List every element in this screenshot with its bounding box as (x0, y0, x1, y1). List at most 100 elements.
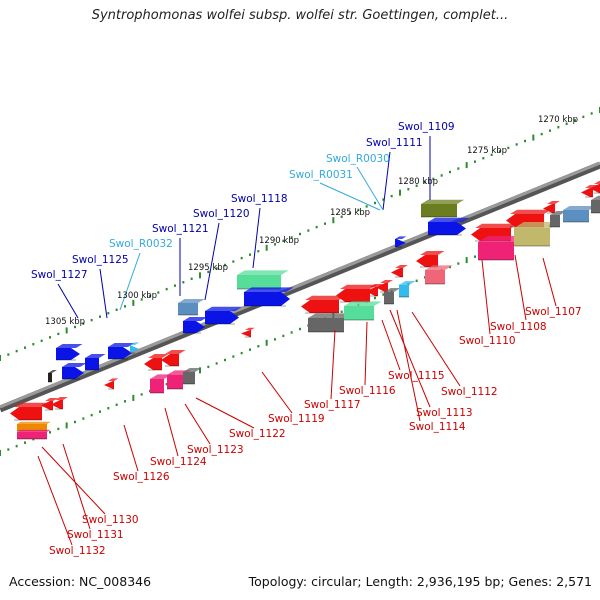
lower-scale-dot (282, 334, 285, 338)
gene-label-lower[interactable]: Swol_1110 (459, 335, 516, 347)
lower-scale-dot (82, 417, 85, 420)
lower-scale-dot (290, 331, 293, 334)
gene-block (384, 288, 401, 305)
gene-label-lower[interactable]: Swol_1123 (187, 444, 244, 456)
scale-labels: 1270 kbp 1275 kbp 1280 kbp 1285 kbp 1290 kbp… (45, 115, 578, 327)
lower-scale-dot (465, 257, 468, 264)
gene-label-lower[interactable]: Swol_1108 (490, 321, 547, 333)
genome-summary-text: Topology: circular; Length: 2,936,195 bp… (248, 574, 592, 589)
upper-scale-dot (182, 281, 185, 284)
gene-block (51, 397, 68, 410)
gene-label-upper[interactable]: Swol_R0031 (289, 169, 353, 181)
upper-scale-dot (249, 253, 251, 256)
lower-scale-dot (124, 400, 126, 403)
gene-label-upper[interactable]: Swol_1118 (231, 193, 288, 205)
gene-label-lower[interactable]: Swol_1131 (67, 529, 124, 541)
gene-label-lower[interactable]: Swol_1113 (416, 407, 473, 419)
gene-block (108, 343, 135, 360)
leader-line (99, 268, 108, 319)
upper-scale-dot (557, 126, 560, 129)
lower-scale-dot (215, 362, 218, 365)
gene-label-lower[interactable]: Swol_1132 (49, 545, 106, 557)
upper-scale-dot (215, 267, 218, 270)
lower-scale-dot (7, 448, 10, 451)
gene-label-upper[interactable]: Swol_1120 (193, 208, 250, 220)
upper-scale-dot (282, 239, 285, 243)
upper-scale-dot (515, 143, 518, 146)
gene-block (241, 327, 255, 338)
upper-scale-dot (357, 208, 360, 212)
gene-label-lower[interactable]: Swol_1117 (304, 399, 361, 411)
leader-line (330, 329, 336, 400)
gene-label-upper[interactable]: Swol_1109 (398, 121, 455, 133)
gene-label-lower[interactable]: Swol_1119 (268, 413, 325, 425)
gene-block (10, 402, 50, 421)
gene-label-lower[interactable]: Swol_1122 (229, 428, 286, 440)
gene-block (237, 270, 289, 290)
lower-scale-dot (15, 444, 18, 448)
gene-label-lower[interactable]: Swol_1116 (339, 385, 396, 397)
upper-scale-dot (124, 305, 126, 308)
gene-label-upper[interactable]: Swol_1111 (366, 137, 423, 149)
gene-block (416, 251, 445, 268)
rna-block (130, 342, 140, 354)
gene-label-lower[interactable]: Swol_1107 (525, 306, 582, 318)
lower-scale-dot (265, 339, 268, 346)
gene-label-lower[interactable]: Swol_1112 (441, 386, 498, 398)
gene-label-upper[interactable]: Swol_1121 (152, 223, 209, 235)
gene-labels[interactable]: Swol_1109Swol_1111Swol_R0030Swol_R0031Sw… (31, 121, 582, 557)
gene-label-lower[interactable]: Swol_1130 (82, 514, 139, 526)
lower-scale-dot (32, 438, 35, 441)
upper-scale-dot (90, 318, 93, 322)
gene-block (183, 317, 208, 334)
upper-scale-dot (107, 312, 110, 315)
upper-scale-dot (390, 194, 393, 198)
scale-label: 1280 kbp (398, 177, 438, 187)
upper-scale-dot (424, 181, 426, 184)
lower-scale-dot (0, 450, 1, 456)
leader-line (184, 403, 211, 445)
gene-block (421, 199, 465, 218)
gene-label-lower[interactable]: Swol_1115 (388, 370, 445, 382)
lower-scale-dot (65, 422, 68, 429)
leader-line (261, 371, 293, 414)
gene-label-lower[interactable]: Swol_1114 (409, 421, 466, 433)
upper-scale-dot (232, 260, 235, 263)
gene-label-upper[interactable]: Swol_R0032 (109, 238, 173, 250)
gene-block (301, 295, 347, 314)
rna-block (395, 236, 407, 248)
lower-scale-dot (199, 367, 201, 374)
upper-scale-dot (465, 162, 468, 169)
upper-scale-dot (565, 122, 568, 125)
lower-scale-dot (207, 365, 210, 369)
gene-label-upper[interactable]: Swol_1125 (72, 254, 129, 266)
upper-scale-dot (274, 243, 276, 246)
gene-label-upper[interactable]: Swol_1127 (31, 269, 88, 281)
upper-scale-dot (15, 349, 18, 353)
gene-label-lower[interactable]: Swol_1126 (113, 471, 170, 483)
upper-scale-dot (582, 115, 585, 119)
scale-label: 1285 kbp (330, 208, 370, 218)
lower-scale-dot (49, 431, 51, 434)
gene-block (183, 368, 202, 385)
upper-scale-dot (57, 332, 60, 336)
leader-line (411, 311, 461, 387)
gene-block (144, 354, 169, 371)
gene-features[interactable] (10, 181, 600, 440)
gene-block (478, 236, 524, 261)
upper-scale-dot (190, 277, 193, 280)
gene-label-lower[interactable]: Swol_1124 (150, 456, 207, 468)
upper-scale-dot (482, 157, 485, 160)
leader-line (123, 424, 139, 472)
upper-scale-dot (149, 294, 151, 298)
gene-block (85, 354, 106, 371)
upper-scale-dot (315, 225, 318, 229)
gene-label-upper[interactable]: Swol_R0030 (326, 153, 390, 165)
upper-scale-dot (365, 205, 368, 208)
upper-scale-dot (499, 150, 501, 153)
lower-scale-dot (240, 351, 243, 355)
leader-line (164, 407, 179, 457)
upper-scale-dot (265, 244, 268, 251)
leader-line (481, 259, 491, 335)
